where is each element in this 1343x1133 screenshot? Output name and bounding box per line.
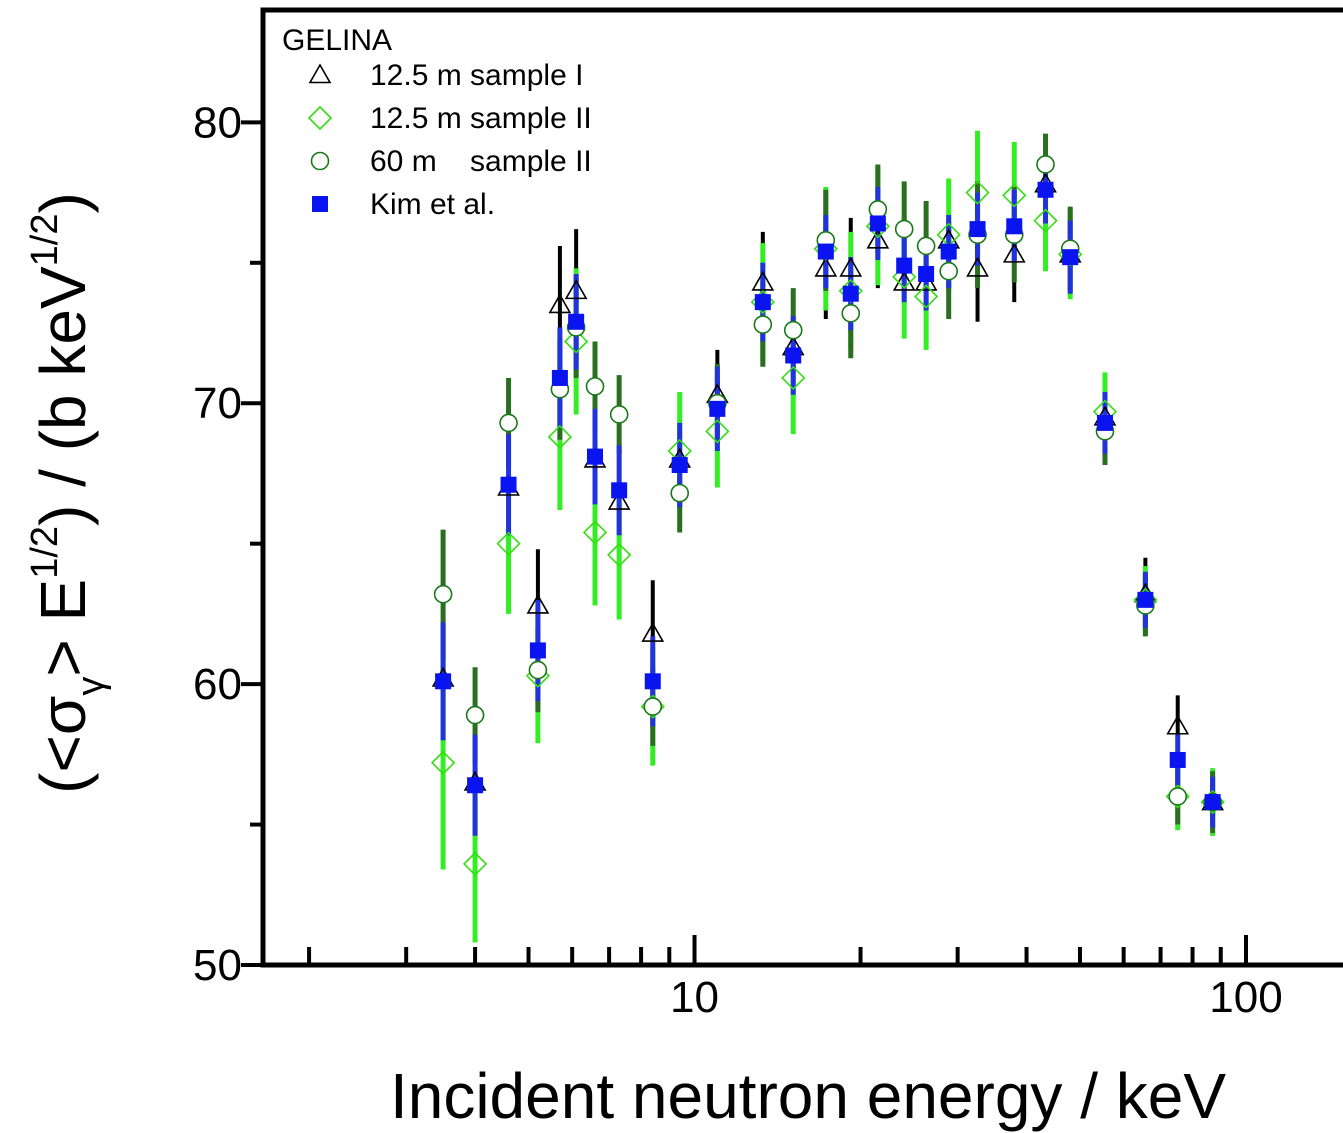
data-point — [462, 851, 488, 877]
data-point — [868, 200, 888, 219]
plot-frame — [260, 7, 1343, 968]
data-point — [526, 593, 550, 614]
data-point — [918, 266, 935, 283]
y-axis-title: (<σγ> E1/2) / (b keV1/2) — [24, 192, 112, 794]
data-point — [644, 673, 661, 690]
data-point — [568, 313, 585, 330]
data-point — [435, 673, 452, 690]
data-point — [781, 365, 806, 391]
data-point — [465, 705, 485, 725]
data-point — [869, 215, 886, 232]
y-tick-label: 80 — [193, 98, 242, 147]
data-point — [585, 377, 605, 396]
legend-entry-label: 12.5 m sample I — [370, 59, 583, 92]
data-point — [433, 584, 453, 604]
data-point — [1006, 218, 1023, 235]
data-point — [896, 257, 913, 274]
data-point — [1062, 249, 1079, 266]
data-point — [753, 315, 773, 334]
data-point — [1036, 155, 1055, 174]
legend-entry-label: Kim et al. — [370, 188, 495, 221]
data-point — [965, 180, 990, 205]
data-point — [611, 482, 628, 499]
data-point — [564, 279, 588, 300]
data-point — [1166, 714, 1190, 735]
data-point — [467, 777, 484, 794]
series-markers-4 — [435, 181, 1221, 811]
data-point — [754, 294, 771, 311]
data-point — [607, 542, 632, 568]
x-tick-label: 10 — [670, 973, 719, 1022]
data-point — [913, 284, 939, 309]
data-point — [1037, 181, 1054, 198]
tick-labels: 50 60 70 80 10 100 — [193, 98, 1283, 1022]
data-point — [607, 489, 631, 510]
data-point — [547, 424, 573, 450]
data-point — [609, 405, 629, 424]
data-point — [582, 520, 608, 545]
axis-ticks — [241, 120, 1248, 967]
y-tick-label: 50 — [193, 941, 242, 990]
data-point — [1137, 591, 1154, 608]
data-point — [939, 261, 958, 281]
data-point — [641, 621, 665, 642]
legend-marker — [312, 196, 328, 212]
data-point — [643, 697, 663, 716]
data-point — [1002, 242, 1026, 263]
data-point — [430, 750, 456, 775]
legend: GELINA 12.5 m sample I 12.5 m sample II 60… — [282, 24, 592, 221]
series-layer — [430, 130, 1225, 943]
data-point — [1204, 794, 1221, 811]
data-point — [529, 642, 546, 659]
data-point — [564, 329, 589, 354]
x-tick-label: 100 — [1209, 973, 1282, 1022]
data-point — [1168, 787, 1188, 806]
data-point — [839, 256, 863, 277]
data-point — [894, 219, 914, 239]
data-point — [814, 256, 838, 277]
legend-marker — [307, 105, 333, 131]
data-point — [842, 285, 859, 302]
data-point — [496, 531, 521, 556]
data-point — [551, 369, 568, 386]
data-point — [705, 419, 730, 444]
data-point — [783, 320, 803, 340]
data-point — [966, 256, 989, 277]
y-tick-label: 60 — [193, 660, 242, 709]
data-point — [548, 293, 572, 314]
legend-entry-label: 60 m sample II — [370, 145, 592, 178]
data-point — [500, 476, 517, 493]
data-point — [969, 221, 986, 238]
legend-marker — [308, 63, 332, 84]
data-point — [528, 660, 548, 680]
data-point — [587, 448, 604, 465]
data-point — [670, 483, 690, 503]
data-point — [751, 270, 775, 291]
data-point — [841, 304, 861, 323]
data-point — [940, 243, 957, 260]
data-point — [709, 400, 726, 417]
data-point — [1096, 414, 1113, 431]
data-point — [785, 347, 802, 364]
legend-title: GELINA — [282, 24, 392, 57]
data-point — [671, 457, 688, 474]
data-point — [1033, 208, 1058, 233]
x-axis-title: Incident neutron energy / keV — [390, 1060, 1226, 1132]
data-point — [916, 236, 936, 256]
data-point — [892, 270, 916, 291]
data-point — [499, 413, 518, 433]
legend-entry-label: 12.5 m sample II — [370, 102, 592, 135]
y-tick-label: 70 — [193, 379, 242, 428]
data-point — [817, 243, 834, 260]
legend-marker — [310, 151, 330, 171]
data-point — [1169, 751, 1186, 768]
data-point — [1002, 183, 1027, 208]
data-point — [866, 228, 890, 249]
